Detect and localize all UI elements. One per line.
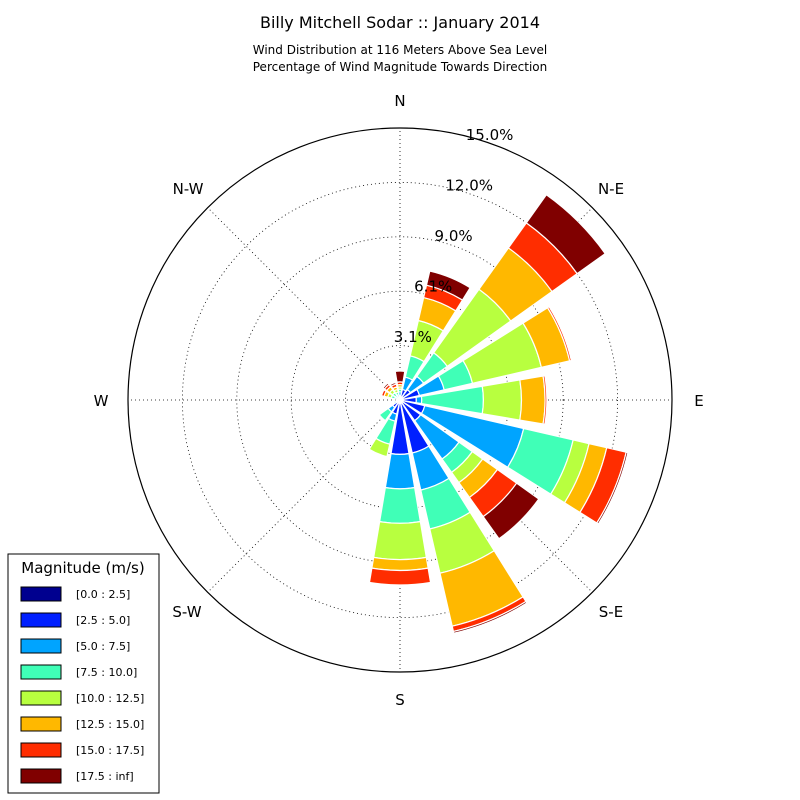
legend-swatch-3 [20, 664, 62, 680]
chart-title: Billy Mitchell Sodar :: January 2014 [260, 13, 540, 32]
legend: Magnitude (m/s) [0.0 : 2.5] [2.5 : 5.0] [5… [7, 553, 160, 794]
wind-bars [368, 193, 629, 634]
ring-labels: 3.1% 6.1% 9.0% 12.0% 15.0% [394, 126, 514, 346]
bar-sector-3-bin-6 [546, 305, 573, 362]
legend-label-7: [17.5 : inf] [76, 770, 134, 783]
direction-label-w: W [94, 392, 109, 410]
bar-sector-10-bin-3 [378, 407, 393, 422]
bar-sector-11-bin-3 [393, 400, 397, 405]
direction-label-s-w: S-W [172, 603, 201, 621]
direction-label-n-w: N-W [173, 180, 204, 198]
bar-sector-13-bin-7 [379, 388, 385, 397]
grid-spoke-7 [207, 207, 401, 401]
legend-swatch-6 [20, 742, 62, 758]
bar-sector-8-bin-3 [378, 486, 422, 524]
direction-label-n: N [394, 92, 405, 110]
direction-label-e: E [694, 392, 703, 410]
bar-sector-14-bin-7 [382, 382, 390, 390]
bar-sector-9-bin-4 [368, 437, 391, 458]
legend-swatch-5 [20, 716, 62, 732]
legend-swatch-7 [20, 768, 62, 784]
bar-sector-5-bin-7 [596, 451, 629, 525]
ring-label-3: 9.0% [435, 227, 473, 245]
ring-label-2: 6.1% [414, 277, 452, 295]
bar-sector-8-bin-5 [371, 556, 429, 572]
bar-sector-4-bin-6 [542, 375, 548, 425]
legend-swatch-0 [20, 586, 62, 602]
direction-label-n-e: N-E [598, 180, 624, 198]
ring-label-4: 12.0% [445, 177, 493, 195]
legend-swatch-2 [20, 638, 62, 654]
chart-subtitle-line-2: Percentage of Wind Magnitude Towards Dir… [253, 60, 547, 74]
legend-label-1: [2.5 : 5.0] [76, 614, 130, 627]
bar-sector-8-bin-4 [372, 520, 428, 561]
bar-sector-15-bin-7 [389, 381, 398, 387]
legend-swatch-1 [20, 612, 62, 628]
legend-label-0: [0.0 : 2.5] [76, 588, 130, 601]
bar-sector-4-bin-2 [415, 395, 423, 405]
bar-sector-6-bin-7 [482, 482, 540, 540]
legend-label-6: [15.0 : 17.5] [76, 744, 144, 757]
direction-label-s-e: S-E [599, 603, 623, 621]
legend-label-3: [7.5 : 10.0] [76, 666, 137, 679]
legend-label-5: [12.5 : 15.0] [76, 718, 144, 731]
bar-sector-2-bin-7 [525, 193, 607, 275]
bar-sector-0-bin-7 [394, 370, 406, 383]
legend-items: [0.0 : 2.5] [2.5 : 5.0] [5.0 : 7.5] [7.5 : … [20, 586, 144, 784]
bar-sector-4-bin-5 [519, 375, 546, 425]
legend-label-2: [5.0 : 7.5] [76, 640, 130, 653]
grid-spoke-5 [207, 399, 401, 593]
legend-label-4: [10.0 : 12.5] [76, 692, 144, 705]
chart-subtitle-line-1: Wind Distribution at 116 Meters Above Se… [253, 43, 548, 57]
direction-labels: N N-E E S-E S S-W W N-W [94, 92, 704, 709]
bar-sector-1-bin-7 [425, 270, 471, 301]
bar-sector-4-bin-4 [481, 379, 523, 421]
ring-label-5: 15.0% [466, 126, 514, 144]
legend-title: Magnitude (m/s) [21, 559, 144, 577]
bar-sector-8-bin-6 [368, 567, 432, 586]
ring-label-1: 3.1% [394, 328, 432, 346]
bar-sector-8-bin-2 [384, 452, 416, 490]
legend-swatch-4 [20, 690, 62, 706]
direction-label-s: S [395, 691, 405, 709]
bar-sector-7-bin-7 [452, 600, 528, 634]
grid-ring-4 [181, 181, 619, 619]
polar-outer-circle [127, 127, 673, 673]
